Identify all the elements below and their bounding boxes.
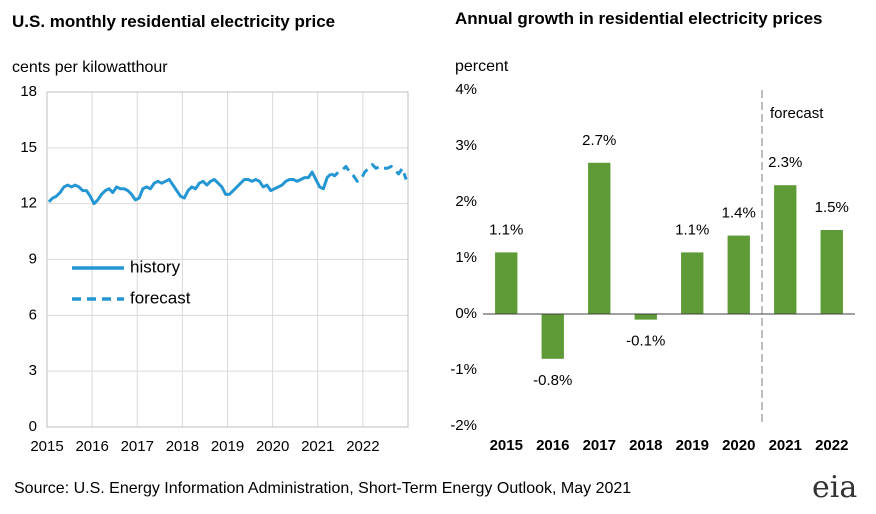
value-label: 2.7% [582, 132, 616, 149]
value-label: -0.8% [533, 372, 572, 389]
x-tick-label: 2018 [629, 437, 662, 454]
bar [634, 314, 657, 320]
x-tick-label: 2018 [166, 438, 199, 455]
y-tick-label: 1% [455, 249, 477, 266]
x-tick-label: 2022 [815, 437, 848, 454]
value-label: -0.1% [626, 333, 665, 350]
value-label: 1.4% [722, 205, 756, 222]
x-tick-label: 2016 [75, 438, 108, 455]
y-tick-label: 9 [29, 250, 37, 267]
right-title: Annual growth in residential electricity… [455, 9, 823, 28]
x-tick-label: 2020 [256, 438, 289, 455]
bar [495, 252, 518, 314]
x-tick-label: 2017 [121, 438, 154, 455]
value-label: 1.1% [675, 221, 709, 238]
x-tick-label: 2022 [346, 438, 379, 455]
x-tick-label: 2016 [536, 437, 569, 454]
y-tick-label: 3 [29, 362, 37, 379]
x-tick-label: 2021 [301, 438, 334, 455]
x-tick-label: 2015 [30, 438, 63, 455]
y-tick-label: 0 [29, 418, 37, 435]
x-tick-label: 2019 [676, 437, 709, 454]
y-tick-label: 15 [20, 139, 37, 156]
line-series [330, 163, 408, 183]
x-tick-label: 2015 [490, 437, 523, 454]
left-title: U.S. monthly residential electricity pri… [12, 12, 336, 31]
y-tick-label: 4% [455, 81, 477, 98]
y-tick-label: 6 [29, 306, 37, 323]
bar [681, 252, 704, 314]
y-tick-label: 12 [20, 195, 37, 212]
legend-label: history [130, 257, 181, 276]
left-subtitle: cents per kilowatthour [12, 59, 168, 76]
bar [588, 162, 611, 314]
value-label: 1.5% [815, 199, 849, 216]
bar [541, 314, 564, 359]
y-tick-label: 3% [455, 137, 477, 154]
legend-label: forecast [130, 288, 191, 307]
bar [774, 185, 797, 314]
value-label: 2.3% [768, 154, 802, 171]
x-tick-label: 2017 [583, 437, 616, 454]
value-label: 1.1% [489, 221, 523, 238]
logo: eia [812, 470, 858, 505]
x-tick-label: 2020 [722, 437, 755, 454]
right-subtitle: percent [455, 58, 509, 75]
plot-frame [46, 91, 409, 428]
x-tick-label: 2019 [211, 438, 244, 455]
line-series [47, 170, 332, 206]
annotation: forecast [770, 105, 824, 122]
y-tick-label: 18 [20, 83, 37, 100]
y-tick-label: 0% [455, 305, 477, 322]
source: Source: U.S. Energy Information Administ… [14, 480, 632, 497]
y-tick-label: 2% [455, 193, 477, 210]
y-tick-label: -1% [450, 361, 477, 378]
bar [727, 235, 750, 314]
y-tick-label: -2% [450, 417, 477, 434]
x-tick-label: 2021 [769, 437, 802, 454]
bar [820, 230, 843, 314]
